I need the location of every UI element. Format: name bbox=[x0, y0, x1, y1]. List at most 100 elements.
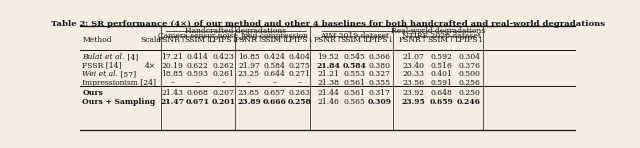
Text: 0.404: 0.404 bbox=[289, 53, 310, 61]
Text: SSIM↑: SSIM↑ bbox=[184, 36, 212, 44]
Text: 0.207: 0.207 bbox=[212, 89, 234, 97]
Text: 0.553: 0.553 bbox=[343, 70, 365, 78]
Text: 0.414: 0.414 bbox=[187, 53, 209, 61]
Text: –: – bbox=[273, 79, 276, 87]
Text: 0.592: 0.592 bbox=[430, 53, 452, 61]
Text: 0.201: 0.201 bbox=[211, 98, 236, 106]
Text: SSIM↑: SSIM↑ bbox=[340, 36, 368, 44]
Text: 0.246: 0.246 bbox=[457, 98, 481, 106]
Text: 0.271: 0.271 bbox=[289, 70, 310, 78]
Text: Scale: Scale bbox=[140, 36, 161, 44]
Text: 0.263: 0.263 bbox=[289, 89, 310, 97]
Text: 21.97: 21.97 bbox=[238, 62, 260, 70]
Text: 21.43: 21.43 bbox=[161, 89, 183, 97]
Text: 0.545: 0.545 bbox=[344, 53, 365, 61]
Text: [57]: [57] bbox=[118, 70, 136, 78]
Text: 0.262: 0.262 bbox=[212, 62, 234, 70]
Text: Ours + Sampling: Ours + Sampling bbox=[83, 98, 156, 106]
Text: 0.500: 0.500 bbox=[458, 70, 480, 78]
Text: 0.565: 0.565 bbox=[344, 98, 365, 106]
Text: Wei et al.: Wei et al. bbox=[83, 70, 118, 78]
Text: 0.261: 0.261 bbox=[212, 70, 234, 78]
Text: 0.584: 0.584 bbox=[342, 62, 366, 70]
Text: 0.327: 0.327 bbox=[369, 70, 391, 78]
Text: 0.516: 0.516 bbox=[430, 62, 452, 70]
Text: 18.85: 18.85 bbox=[161, 70, 183, 78]
Text: 0.366: 0.366 bbox=[369, 53, 391, 61]
Text: 16.85: 16.85 bbox=[238, 53, 260, 61]
Text: 0.668: 0.668 bbox=[187, 89, 209, 97]
Text: 0.317: 0.317 bbox=[369, 89, 391, 97]
Text: 0.593: 0.593 bbox=[187, 70, 209, 78]
Text: 0.256: 0.256 bbox=[458, 79, 480, 87]
Text: NTIRE 2020 dataset: NTIRE 2020 dataset bbox=[402, 32, 481, 40]
Text: 23.40: 23.40 bbox=[403, 62, 424, 70]
Text: AIM 2019 dataset: AIM 2019 dataset bbox=[320, 32, 389, 40]
Text: 0.591: 0.591 bbox=[430, 79, 452, 87]
Text: 0.657: 0.657 bbox=[264, 89, 285, 97]
Text: 21.47: 21.47 bbox=[160, 98, 184, 106]
Text: 23.89: 23.89 bbox=[237, 98, 261, 106]
Text: 0.671: 0.671 bbox=[186, 98, 210, 106]
Text: PSNR↑: PSNR↑ bbox=[234, 36, 264, 44]
Text: 21.84: 21.84 bbox=[316, 62, 340, 70]
Text: 19.52: 19.52 bbox=[317, 53, 339, 61]
Text: –: – bbox=[196, 79, 200, 87]
Text: Real-world degradations: Real-world degradations bbox=[391, 27, 485, 35]
Text: –: – bbox=[247, 79, 251, 87]
Text: 0.304: 0.304 bbox=[458, 53, 480, 61]
Text: 0.275: 0.275 bbox=[289, 62, 310, 70]
Text: 0.648: 0.648 bbox=[430, 89, 452, 97]
Text: –: – bbox=[298, 79, 301, 87]
Text: 20.19: 20.19 bbox=[161, 62, 183, 70]
Text: Ours: Ours bbox=[83, 89, 103, 97]
Text: 23.92: 23.92 bbox=[403, 89, 424, 97]
Text: 0.258: 0.258 bbox=[287, 98, 311, 106]
Text: 0.250: 0.250 bbox=[458, 89, 480, 97]
Text: 0.659: 0.659 bbox=[429, 98, 453, 106]
Text: –: – bbox=[221, 79, 225, 87]
Text: LPIPS↓: LPIPS↓ bbox=[209, 36, 238, 44]
Text: 20.33: 20.33 bbox=[402, 70, 424, 78]
Text: Bulat et al.: Bulat et al. bbox=[83, 53, 125, 61]
Text: PSNR↑: PSNR↑ bbox=[314, 36, 342, 44]
Text: LPIPS↓: LPIPS↓ bbox=[365, 36, 395, 44]
Text: 17.21: 17.21 bbox=[161, 53, 183, 61]
Text: –: – bbox=[170, 79, 174, 87]
Text: 0.561: 0.561 bbox=[344, 89, 365, 97]
Text: 23.56: 23.56 bbox=[403, 79, 424, 87]
Text: 21.21: 21.21 bbox=[317, 70, 339, 78]
Text: 23.95: 23.95 bbox=[401, 98, 425, 106]
Text: 21.38: 21.38 bbox=[317, 79, 339, 87]
Text: 0.666: 0.666 bbox=[262, 98, 287, 106]
Text: 0.309: 0.309 bbox=[368, 98, 392, 106]
Text: Handcrafted degradations: Handcrafted degradations bbox=[185, 27, 286, 35]
Text: 23.25: 23.25 bbox=[238, 70, 260, 78]
Text: 0.423: 0.423 bbox=[212, 53, 234, 61]
Text: 0.622: 0.622 bbox=[187, 62, 209, 70]
Text: LPIPS↓: LPIPS↓ bbox=[454, 36, 484, 44]
Text: 0.561: 0.561 bbox=[344, 79, 365, 87]
Text: LPIPS↓: LPIPS↓ bbox=[284, 36, 314, 44]
Text: Method: Method bbox=[83, 36, 112, 44]
Text: 21.46: 21.46 bbox=[317, 98, 339, 106]
Text: 0.380: 0.380 bbox=[369, 62, 391, 70]
Text: 4×: 4× bbox=[145, 62, 156, 70]
Text: 0.424: 0.424 bbox=[264, 53, 285, 61]
Text: 23.85: 23.85 bbox=[238, 89, 260, 97]
Text: 0.401: 0.401 bbox=[430, 70, 452, 78]
Text: 0.376: 0.376 bbox=[458, 62, 480, 70]
Text: PSNR↑: PSNR↑ bbox=[399, 36, 428, 44]
Text: FSSR [14]: FSSR [14] bbox=[83, 62, 122, 70]
Text: Jpeg compression: Jpeg compression bbox=[241, 32, 308, 40]
Text: [4]: [4] bbox=[125, 53, 138, 61]
Text: 21.44: 21.44 bbox=[317, 89, 339, 97]
Text: 0.355: 0.355 bbox=[369, 79, 391, 87]
Text: Impressionism [24]: Impressionism [24] bbox=[83, 79, 156, 87]
Text: Camera sensor noise: Camera sensor noise bbox=[158, 32, 237, 40]
Text: SSIM↑: SSIM↑ bbox=[260, 36, 288, 44]
Text: 0.584: 0.584 bbox=[264, 62, 285, 70]
Text: 0.644: 0.644 bbox=[264, 70, 285, 78]
Text: PSNR↑: PSNR↑ bbox=[157, 36, 187, 44]
Text: 21.07: 21.07 bbox=[403, 53, 424, 61]
